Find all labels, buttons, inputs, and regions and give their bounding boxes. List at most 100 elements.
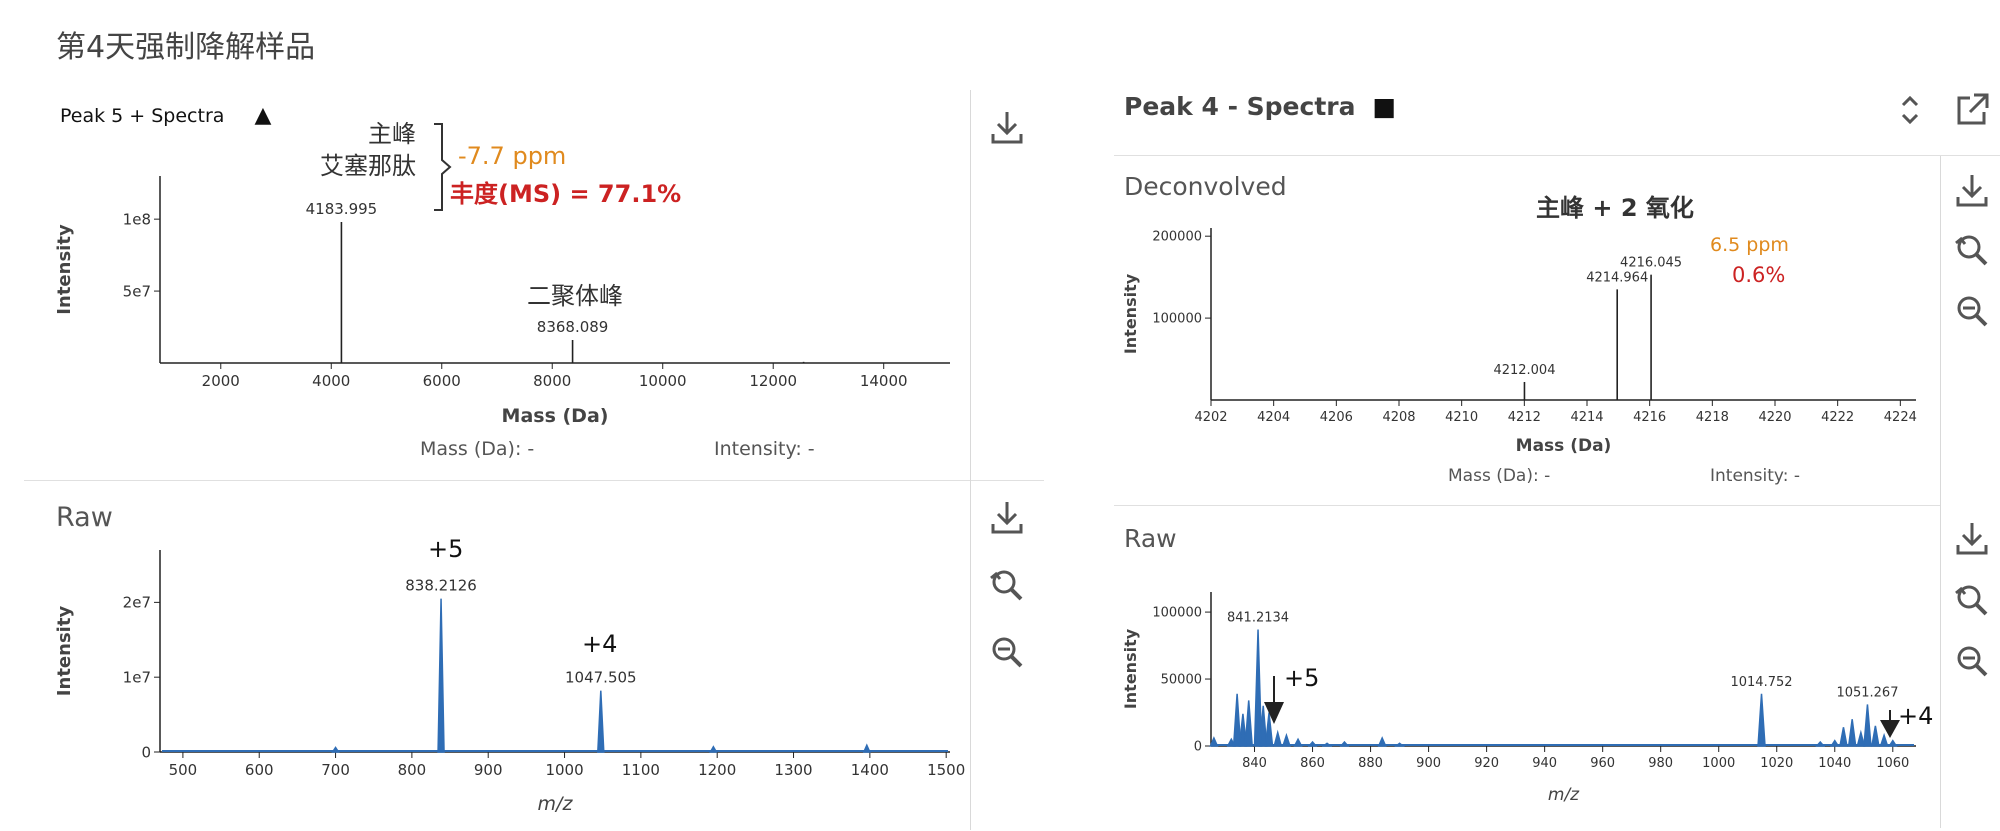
spectrum-peak bbox=[437, 598, 445, 753]
spectrum-peak bbox=[1238, 713, 1248, 747]
y-axis-title: Intensity bbox=[54, 606, 75, 697]
peak-label: 4216.045 bbox=[1620, 256, 1682, 271]
reset-zoom-button[interactable] bbox=[1948, 226, 1996, 274]
peak-label: 1051.267 bbox=[1836, 685, 1898, 700]
collapse-toggle-button[interactable] bbox=[1886, 86, 1934, 134]
x-tick-label: 2000 bbox=[202, 372, 240, 390]
x-tick-label: 4218 bbox=[1696, 410, 1729, 425]
right-toolbar-divider bbox=[1940, 156, 1941, 828]
open-external-button[interactable] bbox=[1948, 86, 1996, 134]
x-tick-label: 4208 bbox=[1382, 410, 1415, 425]
spectrum-peak bbox=[1232, 693, 1242, 747]
spectrum-peak bbox=[1393, 742, 1406, 747]
x-tick-label: 1000 bbox=[545, 761, 583, 779]
peak-label: 1047.505 bbox=[565, 669, 637, 687]
right-raw-chart: 840 860 880 900 920 940 960 980 1000 1020 1040 1060… bbox=[1121, 592, 1916, 805]
zoom-out-icon bbox=[992, 637, 1023, 668]
y-axis-title: Intensity bbox=[54, 224, 75, 315]
x-tick-label: 1500 bbox=[927, 761, 965, 779]
spectrum-peak bbox=[1339, 740, 1350, 747]
reset-zoom-icon bbox=[990, 570, 1023, 601]
spectrum-peak bbox=[1829, 739, 1840, 747]
x-tick-label: 960 bbox=[1590, 756, 1615, 771]
download-icon bbox=[991, 502, 1023, 534]
right-spectra-title: Peak 4 - Spectra bbox=[1124, 92, 1356, 121]
spectrum-peak bbox=[1293, 737, 1303, 747]
y-tick-label: 1e8 bbox=[123, 210, 151, 228]
y-tick-label: 100000 bbox=[1152, 312, 1202, 327]
y-tick-label: 50000 bbox=[1161, 673, 1202, 688]
x-tick-label: 1100 bbox=[622, 761, 660, 779]
left-raw-charge-a: +5 bbox=[428, 535, 464, 563]
spectrum-peak bbox=[1757, 693, 1766, 747]
peak-label: 4214.964 bbox=[1586, 270, 1648, 285]
peak-label: 8368.089 bbox=[537, 318, 609, 336]
dimer-peak-annotation: 二聚体峰 bbox=[527, 282, 623, 310]
spectrum-peak bbox=[1273, 729, 1283, 747]
x-tick-label: 1400 bbox=[851, 761, 889, 779]
deconvolved-title: Deconvolved bbox=[1124, 172, 1287, 201]
x-tick-label: 1020 bbox=[1760, 756, 1793, 771]
x-tick-label: 4224 bbox=[1884, 410, 1917, 425]
zoom-out-button[interactable] bbox=[1948, 287, 1996, 335]
y-tick-label: 0 bbox=[141, 743, 151, 761]
x-tick-label: 700 bbox=[321, 761, 350, 779]
x-tick-label: 14000 bbox=[860, 372, 908, 390]
zoom-out-button[interactable] bbox=[983, 628, 1031, 676]
x-tick-label: 800 bbox=[398, 761, 427, 779]
x-tick-label: 12000 bbox=[749, 372, 797, 390]
charge4-arrow-icon bbox=[1880, 710, 1900, 738]
right-raw-arrows bbox=[1264, 676, 1900, 738]
right-raw-title: Raw bbox=[1124, 524, 1177, 553]
right-ppm-annotation: 6.5 ppm bbox=[1710, 234, 1789, 256]
x-tick-label: 8000 bbox=[533, 372, 571, 390]
y-tick-label: 100000 bbox=[1152, 606, 1202, 621]
spectrum-peak bbox=[1887, 739, 1898, 747]
right-raw-charge-a: +5 bbox=[1284, 664, 1320, 692]
square-marker-icon: ■ bbox=[1372, 92, 1396, 121]
x-tick-label: 4206 bbox=[1320, 410, 1353, 425]
x-tick-label: 1000 bbox=[1702, 756, 1735, 771]
y-tick-label: 200000 bbox=[1152, 230, 1202, 245]
download-button[interactable] bbox=[1948, 167, 1996, 215]
peak-label: 841.2134 bbox=[1227, 610, 1289, 625]
peak-label: 4183.995 bbox=[306, 200, 378, 218]
spectrum-peak bbox=[1281, 732, 1291, 747]
left-raw-chart: 500 600 700 800 900 1000 1100 1200 1300 1400 1500 0… bbox=[54, 550, 965, 815]
left-deconvolved-chart: 2000 4000 6000 8000 10000 12000 14000 5e7 1e8 Mas… bbox=[54, 176, 950, 427]
abundance-annotation: 丰度(MS) = 77.1% bbox=[450, 180, 682, 208]
zoom-out-button[interactable] bbox=[1948, 637, 1996, 685]
ppm-annotation: -7.7 ppm bbox=[458, 142, 567, 170]
spectrum-peak bbox=[1307, 740, 1318, 747]
chevron-up-down-icon bbox=[1901, 95, 1919, 125]
x-axis-title: Mass (Da) bbox=[1516, 436, 1612, 456]
x-tick-label: 980 bbox=[1648, 756, 1673, 771]
oxidation-annotation: 主峰 + 2 氧化 bbox=[1536, 194, 1694, 222]
x-tick-label: 1200 bbox=[698, 761, 736, 779]
download-icon bbox=[1956, 523, 1988, 555]
x-tick-label: 840 bbox=[1242, 756, 1267, 771]
left-raw-title: Raw bbox=[56, 502, 113, 533]
y-tick-label: 5e7 bbox=[123, 282, 151, 300]
reset-zoom-icon bbox=[1955, 585, 1988, 616]
zoom-out-icon bbox=[1957, 646, 1988, 677]
x-tick-label: 4214 bbox=[1570, 410, 1603, 425]
download-button[interactable] bbox=[983, 494, 1031, 542]
spectrum-peak bbox=[1258, 705, 1268, 747]
external-link-icon bbox=[1957, 93, 1989, 125]
y-axis-title: Intensity bbox=[1121, 628, 1140, 709]
x-tick-label: 10000 bbox=[639, 372, 687, 390]
spectrum-peak bbox=[331, 746, 340, 753]
y-axis-title: Intensity bbox=[1121, 273, 1140, 354]
reset-zoom-button[interactable] bbox=[1948, 576, 1996, 624]
download-button[interactable] bbox=[1948, 515, 1996, 563]
x-axis-title: Mass (Da) bbox=[502, 405, 609, 427]
spectrum-peak bbox=[1264, 712, 1274, 747]
reset-zoom-icon bbox=[1955, 235, 1988, 266]
x-tick-label: 4212 bbox=[1508, 410, 1541, 425]
peak-label: 838.2126 bbox=[405, 577, 477, 595]
download-button[interactable] bbox=[983, 104, 1031, 152]
exenatide-label: 艾塞那肽 bbox=[320, 152, 416, 180]
spectrum-peak bbox=[1847, 719, 1857, 747]
reset-zoom-button[interactable] bbox=[983, 561, 1031, 609]
